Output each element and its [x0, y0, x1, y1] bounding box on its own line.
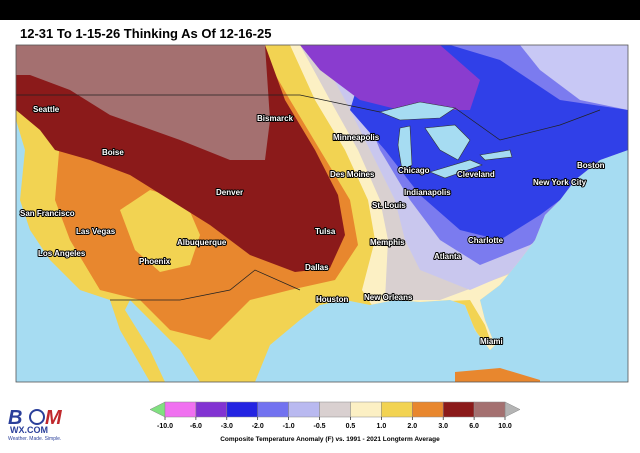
legend-tick-label: 0.5 [346, 423, 356, 430]
city-label: Chicago [398, 166, 430, 175]
logo: B M WX.COM Weather. Made. Simple. [8, 407, 63, 442]
map-title: 12-31 To 1-15-26 Thinking As Of 12-16-25 [20, 26, 271, 41]
city-label: San Francisco [20, 209, 75, 218]
city-label: Bismarck [257, 114, 294, 123]
city-label: Indianapolis [404, 188, 451, 197]
legend-tick-label: 10.0 [498, 423, 512, 430]
city-labels: Seattle Boise Bismarck Minneapolis Des M… [19, 104, 606, 347]
legend-high-arrow [504, 401, 521, 418]
logo-domain: WX.COM [10, 425, 48, 435]
legend-tick-label: 2.0 [407, 423, 417, 430]
legend-tick-label: -1.0 [283, 423, 295, 430]
legend-tick-label: -2.0 [252, 423, 264, 430]
legend-swatch [319, 401, 351, 418]
legend-swatch [473, 401, 506, 418]
city-label: Cleveland [457, 170, 495, 179]
city-label: Miami [480, 337, 503, 346]
legend-tick-label: 1.0 [376, 423, 386, 430]
legend-tick-label: -0.5 [314, 423, 326, 430]
cuba [455, 368, 540, 382]
city-label: Houston [316, 295, 349, 304]
logo-letter: B [8, 407, 22, 429]
legend-tick-label: 6.0 [469, 423, 479, 430]
city-label: Phoenix [139, 257, 171, 266]
city-label: New Orleans [364, 293, 413, 302]
legend-swatch [442, 401, 475, 418]
legend-tick-label: -10.0 [157, 423, 173, 430]
legend-caption: Composite Temperature Anomaly (F) vs. 19… [220, 436, 440, 443]
logo-icon [29, 409, 45, 425]
city-label: Albuquerque [177, 238, 227, 247]
city-label: Des Moines [330, 170, 375, 179]
legend-swatch [257, 401, 289, 418]
city-label: Memphis [370, 238, 405, 247]
city-label: Dallas [305, 263, 329, 272]
legend-swatch [412, 401, 444, 418]
logo-letter: M [45, 407, 63, 429]
map: Seattle Boise Bismarck Minneapolis Des M… [15, 44, 629, 383]
city-label: Boston [577, 161, 605, 170]
legend-swatch [288, 401, 320, 418]
legend-swatch [195, 401, 228, 418]
legend-swatch [381, 401, 413, 418]
legend-swatch [350, 401, 382, 418]
map-frame [15, 44, 629, 383]
city-label: Los Angeles [38, 249, 86, 258]
borders [16, 94, 601, 301]
city-label: Las Vegas [76, 227, 116, 236]
legend: Composite Temperature Anomaly (F) vs. 19… [149, 401, 521, 443]
city-label: New York City [533, 178, 587, 187]
city-label: Charlotte [468, 236, 504, 245]
legend-tick-label: -3.0 [221, 423, 233, 430]
city-label: Boise [102, 148, 124, 157]
legend-tick-label: 3.0 [438, 423, 448, 430]
city-label: Atlanta [434, 252, 462, 261]
city-label: Denver [216, 188, 243, 197]
city-label: St. Louis [372, 201, 406, 210]
city-label: Minneapolis [333, 133, 380, 142]
logo-tagline: Weather. Made. Simple. [8, 436, 61, 442]
legend-low-arrow [149, 401, 166, 418]
top-bar [0, 0, 640, 20]
city-label: Tulsa [315, 227, 336, 236]
legend-tick-label: -6.0 [190, 423, 202, 430]
great-lakes [379, 101, 513, 179]
legend-swatch [164, 401, 197, 418]
legend-swatch [226, 401, 258, 418]
city-label: Seattle [33, 105, 60, 114]
